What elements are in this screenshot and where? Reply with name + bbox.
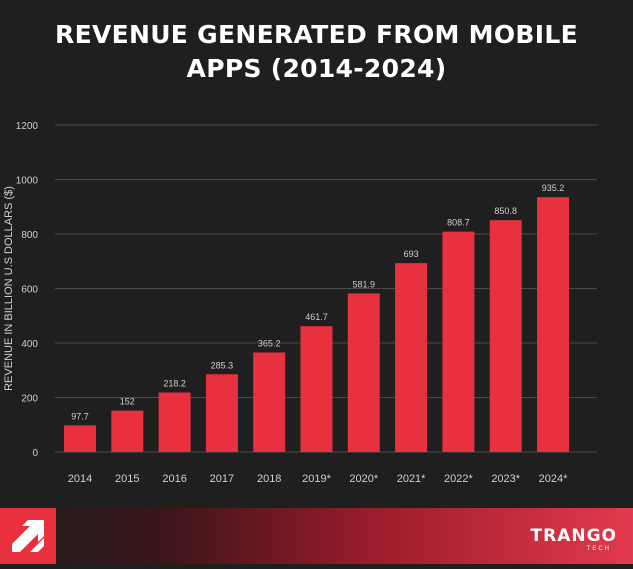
brand-name: TRANGO <box>530 526 617 546</box>
data-label: 152 <box>120 397 135 407</box>
footer-bar: TRANGO TECH <box>0 508 633 564</box>
data-label: 850.8 <box>494 206 517 216</box>
y-tick-label: 1200 <box>16 121 39 132</box>
data-label: 365.2 <box>258 338 281 348</box>
bar <box>395 263 428 452</box>
x-tick-label: 2017 <box>210 473 234 485</box>
bar <box>537 197 569 452</box>
bar <box>64 425 96 452</box>
y-axis-label: REVENUE IN BILLION U.S DOLLARS ($) <box>3 186 15 391</box>
y-tick-label: 200 <box>21 394 38 405</box>
data-label: 218.2 <box>163 379 186 389</box>
bar <box>489 220 522 452</box>
y-tick-label: 0 <box>32 448 38 459</box>
y-tick-label: 400 <box>21 339 38 350</box>
x-tick-label: 2014 <box>68 473 92 485</box>
x-tick-label: 2024* <box>539 473 568 485</box>
x-tick-label: 2022* <box>444 473 473 485</box>
data-label: 97.7 <box>71 411 89 421</box>
bar <box>300 326 333 452</box>
x-tick-label: 2021* <box>397 473 426 485</box>
x-tick-label: 2015 <box>115 473 139 485</box>
bar <box>111 410 144 452</box>
x-tick-label: 2016 <box>162 473 186 485</box>
x-tick-label: 2018 <box>257 473 281 485</box>
bar <box>442 231 475 452</box>
bar-chart: 0 200 400 600 800 1000 1200 REVENUE IN BILLION … <box>3 121 597 485</box>
y-tick-label: 600 <box>21 285 38 296</box>
data-label: 693 <box>404 249 419 259</box>
x-tick-label: 2019* <box>302 473 331 485</box>
data-label: 808.7 <box>447 218 470 228</box>
x-tick-label: 2020* <box>349 473 378 485</box>
chart-title-line-2: APPS (2014-2024) <box>186 54 447 83</box>
y-tick-label: 1000 <box>16 176 39 187</box>
data-label: 935.2 <box>542 183 565 193</box>
bar <box>253 352 286 452</box>
y-tick-label: 800 <box>21 230 38 241</box>
data-label: 285.3 <box>211 360 234 370</box>
bar <box>205 374 238 452</box>
data-label: 581.9 <box>353 279 376 289</box>
brand-subtitle: TECH <box>586 546 611 552</box>
x-tick-label: 2023* <box>491 473 520 485</box>
chart-title: REVENUE GENERATED FROM MOBILE APPS (2014… <box>0 18 633 86</box>
trango-arrow-logo-icon <box>0 508 56 564</box>
bar <box>347 293 380 452</box>
data-label: 461.7 <box>305 312 328 322</box>
bar <box>158 392 191 452</box>
brand-logo: TRANGO TECH <box>531 527 617 553</box>
chart-title-line-1: REVENUE GENERATED FROM MOBILE <box>55 20 578 49</box>
